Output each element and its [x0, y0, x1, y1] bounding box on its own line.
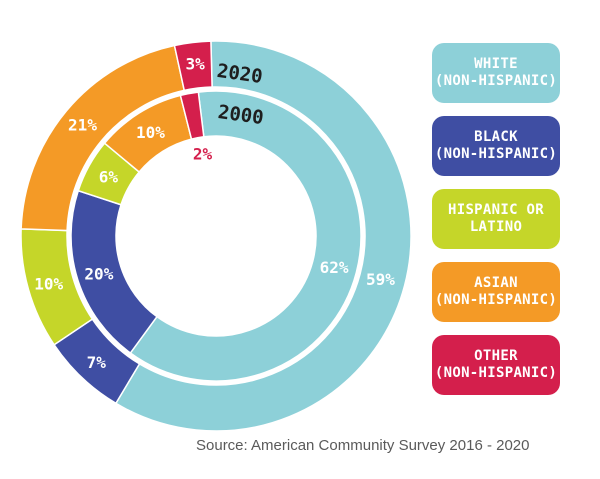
slice-label-2020-0: 59% — [366, 270, 395, 289]
slice-label-2000-2: 6% — [99, 167, 119, 186]
legend-item: ASIAN (NON-HISPANIC) — [432, 262, 560, 322]
source-note: Source: American Community Survey 2016 -… — [196, 437, 530, 454]
inner-ring-2000 — [70, 90, 362, 382]
slice-label-2020-4: 3% — [185, 54, 205, 73]
legend-item-line1: ASIAN — [474, 275, 518, 291]
slice-label-2000-1: 20% — [84, 265, 113, 284]
slice-label-2000-0: 62% — [320, 258, 349, 277]
legend-item-line2: (NON-HISPANIC) — [434, 146, 558, 162]
legend-item-line2: (NON-HISPANIC) — [434, 365, 558, 381]
outer-ring-2020 — [20, 40, 412, 432]
legend-item-line1: WHITE — [474, 56, 518, 72]
legend-item: BLACK (NON-HISPANIC) — [432, 116, 560, 176]
slice-2000-4 — [179, 91, 205, 140]
legend-item-line2: (NON-HISPANIC) — [434, 73, 558, 89]
slice-label-2000-3: 10% — [136, 123, 165, 142]
legend-item-line1: BLACK — [474, 129, 518, 145]
slice-2020-4 — [173, 40, 213, 92]
slice-label-2020-3: 21% — [68, 115, 97, 134]
slice-label-2020-2: 10% — [34, 275, 63, 294]
ring-year-labels: 2020 2000 — [216, 60, 265, 129]
slice-label-2000-4: 2% — [193, 144, 213, 163]
slice-2020-0 — [114, 40, 412, 432]
legend-item-line2: LATINO — [469, 219, 523, 235]
legend-item: OTHER (NON-HISPANIC) — [432, 335, 560, 395]
slice-labels: 59% 7% 10% 21% 3% 62% 20% 6% 10% 2% — [34, 54, 395, 372]
legend-item: WHITE (NON-HISPANIC) — [432, 43, 560, 103]
legend-item-line1: HISPANIC OR — [447, 202, 545, 218]
legend-item: HISPANIC OR LATINO — [432, 189, 560, 249]
legend-item-line1: OTHER — [474, 348, 518, 364]
slice-2000-0 — [129, 90, 362, 382]
slice-label-2020-1: 7% — [87, 353, 107, 372]
legend-item-line2: (NON-HISPANIC) — [434, 292, 558, 308]
